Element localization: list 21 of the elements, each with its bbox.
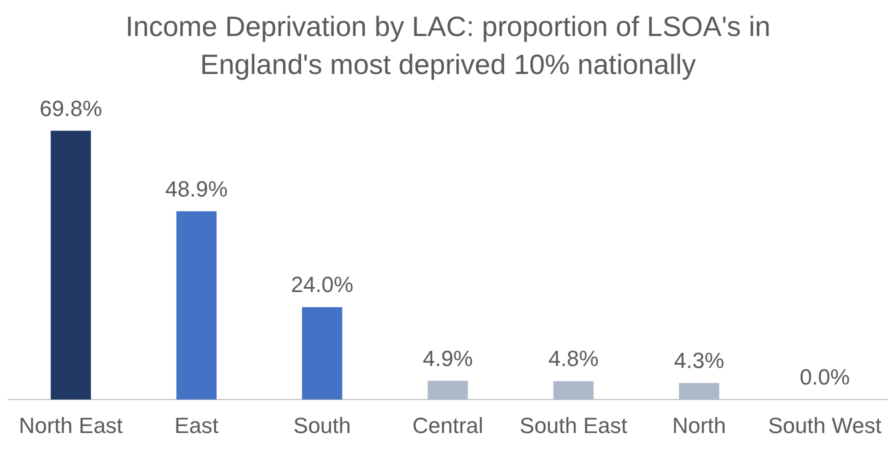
data-label: 48.9%	[165, 176, 228, 202]
x-tick-label: Central	[412, 412, 484, 438]
data-label: 4.8%	[548, 346, 599, 372]
x-tick-label: South West	[768, 412, 882, 438]
data-label: 0.0%	[800, 364, 850, 390]
data-label: 69.8%	[40, 96, 102, 121]
x-tick-label: North East	[18, 412, 123, 438]
bar	[553, 381, 594, 400]
data-label: 4.3%	[674, 348, 724, 374]
x-tick-label: North	[672, 412, 726, 438]
bar	[176, 211, 217, 400]
x-tick-label: South East	[520, 412, 628, 438]
bar	[302, 307, 342, 400]
bar	[50, 130, 91, 400]
bar	[428, 380, 468, 400]
x-tick-label: East	[174, 412, 218, 438]
data-label: 24.0%	[290, 272, 354, 298]
x-tick-label: South	[293, 412, 351, 438]
data-label: 4.9%	[422, 346, 473, 371]
bar	[679, 383, 720, 400]
chart-title: Income Deprivation by LAC: proportion of LSOA's in England's most deprived 10% nationally	[124, 10, 772, 82]
